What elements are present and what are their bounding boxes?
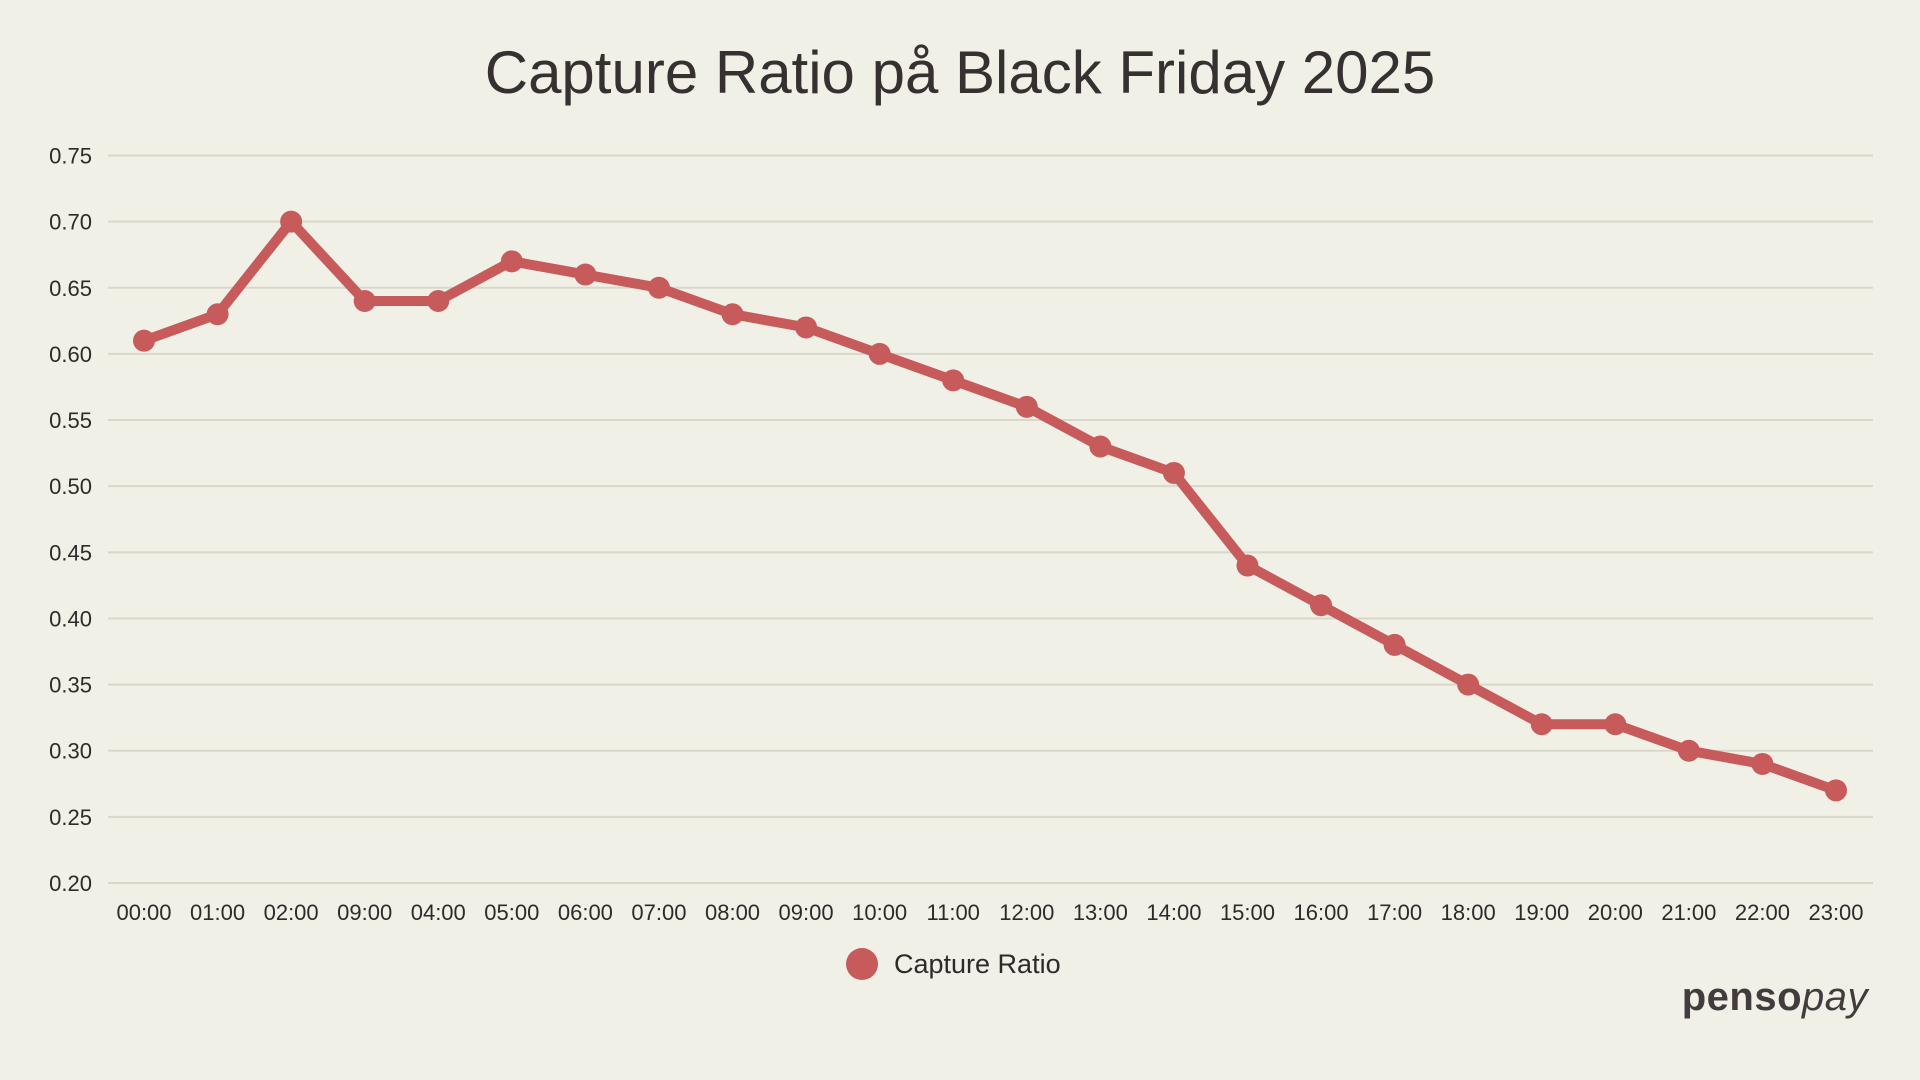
data-point bbox=[427, 290, 450, 312]
data-point bbox=[133, 329, 155, 352]
legend-label: Capture Ratio bbox=[894, 948, 1061, 979]
legend-marker bbox=[846, 948, 878, 980]
data-point bbox=[1162, 461, 1185, 484]
y-tick-label: 0.35 bbox=[49, 673, 92, 698]
x-tick-label: 04:00 bbox=[411, 900, 466, 925]
x-tick-label: 02:00 bbox=[264, 900, 319, 925]
x-tick-label: 22:00 bbox=[1735, 900, 1790, 925]
x-tick-label: 12:00 bbox=[999, 900, 1054, 925]
y-tick-label: 0.65 bbox=[49, 276, 92, 301]
data-point bbox=[647, 276, 670, 299]
y-tick-label: 0.70 bbox=[49, 210, 92, 235]
data-point bbox=[1383, 633, 1406, 656]
data-point bbox=[280, 210, 303, 233]
data-point bbox=[868, 342, 891, 365]
x-tick-label: 06:00 bbox=[558, 900, 613, 925]
x-tick-label: 00:00 bbox=[116, 900, 171, 925]
x-tick-label: 09:00 bbox=[779, 900, 834, 925]
data-point bbox=[500, 250, 523, 273]
y-tick-label: 0.55 bbox=[49, 408, 92, 433]
x-tick-label: 14:00 bbox=[1146, 900, 1201, 925]
data-point bbox=[721, 303, 744, 326]
x-tick-label: 09:00 bbox=[337, 900, 392, 925]
data-point bbox=[1530, 713, 1553, 736]
data-point bbox=[795, 316, 818, 339]
x-tick-label: 11:00 bbox=[927, 900, 980, 925]
y-tick-label: 0.30 bbox=[49, 739, 92, 764]
pensopay-logo: pensopay bbox=[1681, 975, 1868, 1019]
x-tick-label: 23:00 bbox=[1808, 900, 1863, 925]
data-point bbox=[1015, 395, 1038, 418]
y-tick-label: 0.40 bbox=[49, 606, 92, 631]
y-tick-label: 0.75 bbox=[49, 144, 92, 169]
data-point bbox=[1236, 554, 1259, 577]
y-tick-label: 0.60 bbox=[49, 342, 92, 367]
chart-title: Capture Ratio på Black Friday 2025 bbox=[484, 39, 1436, 106]
data-point bbox=[1825, 779, 1847, 802]
data-point bbox=[206, 303, 229, 326]
y-tick-label: 0.20 bbox=[49, 871, 92, 896]
data-point bbox=[1457, 673, 1480, 696]
data-point bbox=[353, 290, 376, 312]
x-tick-label: 16:00 bbox=[1294, 900, 1349, 925]
data-point bbox=[1604, 713, 1627, 736]
x-tick-label: 07:00 bbox=[631, 900, 686, 925]
x-tick-label: 05:00 bbox=[484, 900, 539, 925]
x-tick-label: 17:00 bbox=[1367, 900, 1422, 925]
y-tick-label: 0.50 bbox=[49, 474, 92, 499]
data-point bbox=[1677, 739, 1700, 762]
data-point bbox=[1310, 594, 1333, 617]
data-point bbox=[574, 263, 597, 286]
data-point bbox=[942, 369, 965, 392]
data-point bbox=[1089, 435, 1112, 458]
x-tick-label: 13:00 bbox=[1073, 900, 1128, 925]
y-tick-label: 0.45 bbox=[49, 540, 92, 565]
x-tick-label: 21:00 bbox=[1661, 900, 1716, 925]
x-tick-label: 19:00 bbox=[1514, 900, 1569, 925]
data-point bbox=[1751, 752, 1774, 775]
legend: Capture Ratio bbox=[846, 948, 1061, 980]
y-tick-label: 0.25 bbox=[49, 805, 92, 830]
series-line bbox=[139, 216, 1841, 796]
x-tick-label: 08:00 bbox=[705, 900, 760, 925]
x-tick-label: 10:00 bbox=[852, 900, 907, 925]
x-tick-label: 15:00 bbox=[1220, 900, 1275, 925]
x-tick-label: 01:00 bbox=[190, 900, 245, 925]
x-tick-label: 20:00 bbox=[1588, 900, 1643, 925]
x-tick-label: 18:00 bbox=[1441, 900, 1496, 925]
